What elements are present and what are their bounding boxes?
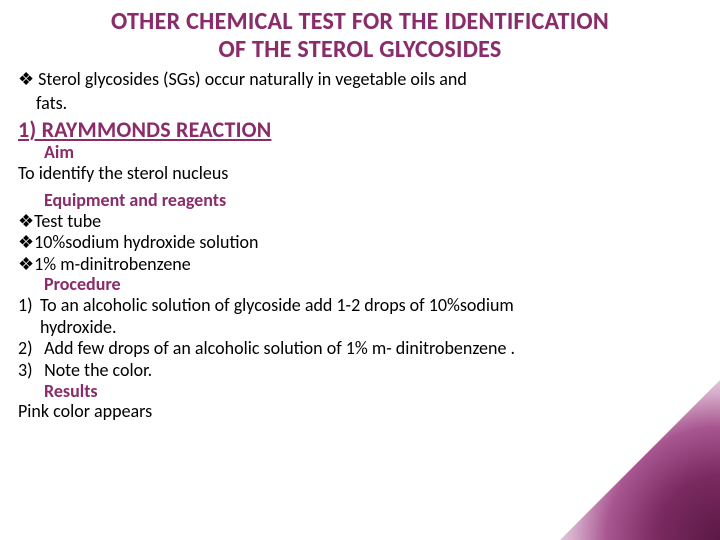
equip-text-3: 1% m-dinitrobenzene [34, 253, 191, 275]
aim-heading: Aim [18, 143, 702, 163]
procedure-step-3: 3) Note the color. [18, 360, 702, 382]
title-line-1: OTHER CHEMICAL TEST FOR THE IDENTIFICATI… [111, 7, 609, 36]
results-heading: Results [18, 382, 702, 402]
equip-item-2: ❖10%sodium hydroxide solution [18, 232, 702, 254]
step-num-3: 3) [18, 360, 40, 382]
diamond-bullet-icon: ❖ [18, 68, 34, 90]
step-text-1b: hydroxide. [18, 317, 702, 339]
slide-title: OTHER CHEMICAL TEST FOR THE IDENTIFICATI… [18, 8, 702, 63]
step-text-2: Add few drops of an alcoholic solution o… [40, 337, 515, 359]
step-num-2: 2) [18, 338, 40, 360]
step-text-1a: To an alcoholic solution of glycoside ad… [40, 294, 514, 316]
equip-item-1: ❖Test tube [18, 211, 702, 233]
step-text-3: Note the color. [40, 359, 152, 381]
procedure-heading: Procedure [18, 275, 702, 295]
equip-text-2: 10%sodium hydroxide solution [34, 231, 258, 253]
diamond-bullet-icon: ❖ [18, 210, 34, 232]
diamond-bullet-icon: ❖ [18, 231, 34, 253]
procedure-step-1: 1)To an alcoholic solution of glycoside … [18, 295, 702, 317]
intro-line: ❖Sterol glycosides (SGs) occur naturally… [18, 69, 702, 91]
slide-container: OTHER CHEMICAL TEST FOR THE IDENTIFICATI… [0, 0, 720, 540]
procedure-step-2: 2) Add few drops of an alcoholic solutio… [18, 338, 702, 360]
aim-text: To identify the sterol nucleus [18, 163, 702, 185]
step-num-1: 1) [18, 295, 40, 317]
results-text: Pink color appears [18, 401, 702, 423]
intro-text-b: fats. [18, 93, 702, 115]
equipment-heading: Equipment and reagents [18, 191, 702, 211]
section-1-header: 1) RAYMMONDS REACTION [18, 116, 702, 143]
equip-item-3: ❖1% m-dinitrobenzene [18, 254, 702, 276]
diamond-bullet-icon: ❖ [18, 253, 34, 275]
title-line-2: OF THE STEROL GLYCOSIDES [218, 35, 501, 64]
intro-text-a: Sterol glycosides (SGs) occur naturally … [38, 68, 467, 90]
equip-text-1: Test tube [34, 210, 101, 232]
